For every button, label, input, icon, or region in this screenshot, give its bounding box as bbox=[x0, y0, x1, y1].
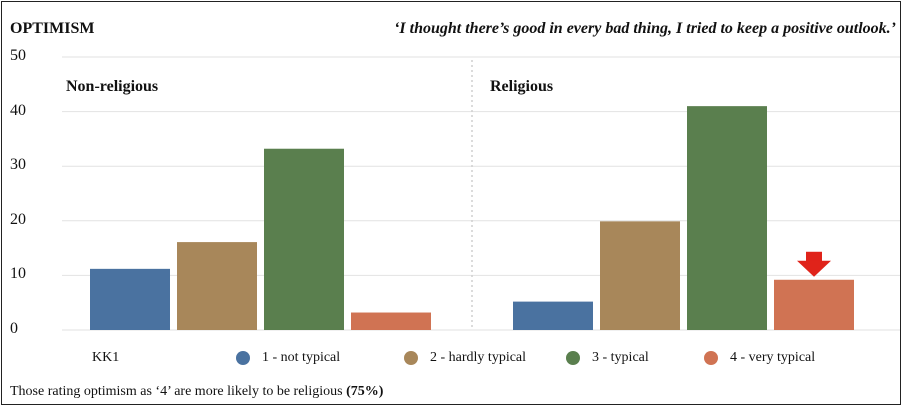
y-tick-label-40: 40 bbox=[10, 101, 26, 119]
footer-text: Those rating optimism as ‘4’ are more li… bbox=[10, 384, 347, 399]
y-tick-label-0: 0 bbox=[10, 320, 18, 337]
footer-note: Those rating optimism as ‘4’ are more li… bbox=[10, 384, 383, 400]
bar-religious-2 bbox=[600, 221, 680, 330]
bar-religious-1 bbox=[513, 301, 593, 330]
panel-label-non-religious: Non-religious bbox=[66, 78, 159, 95]
legend-item-1: 1 - not typical bbox=[236, 350, 340, 366]
bar-religious-3 bbox=[687, 106, 767, 330]
legend-text-3: 3 - typical bbox=[592, 350, 649, 365]
legend-dot-2 bbox=[404, 351, 418, 365]
panel-label-religious: Religious bbox=[490, 78, 554, 95]
legend-item-2: 2 - hardly typical bbox=[404, 350, 526, 366]
y-tick-label-20: 20 bbox=[10, 210, 26, 228]
bar-non-religious-1 bbox=[90, 268, 170, 330]
footer-emphasis: (75%) bbox=[346, 384, 384, 399]
legend-dot-3 bbox=[566, 351, 580, 365]
legend-text-2: 2 - hardly typical bbox=[430, 350, 527, 365]
legend-dot-4 bbox=[704, 351, 718, 365]
legend-dot-1 bbox=[236, 351, 250, 365]
bar-non-religious-3 bbox=[264, 148, 344, 330]
bar-religious-4 bbox=[774, 279, 854, 330]
chart-title: OPTIMISM bbox=[10, 20, 95, 37]
y-tick-label-30: 30 bbox=[10, 156, 26, 174]
legend-text-4: 4 - very typical bbox=[730, 350, 816, 365]
chart-quote: ‘I thought there’s good in every bad thi… bbox=[394, 20, 896, 37]
legend-item-4: 4 - very typical bbox=[704, 350, 815, 366]
red-down-arrow-icon bbox=[797, 251, 831, 277]
legend-text-1: 1 - not typical bbox=[262, 350, 341, 365]
legend-item-3: 3 - typical bbox=[566, 350, 649, 366]
y-tick-label-10: 10 bbox=[10, 265, 26, 283]
y-tick-label-50: 50 bbox=[10, 47, 26, 64]
legend-label: KK1 bbox=[92, 350, 120, 365]
legend: KK1 1 - not typical 2 - hardly typical 3… bbox=[0, 350, 904, 372]
bar-non-religious-2 bbox=[177, 242, 257, 330]
bar-non-religious-4 bbox=[351, 312, 431, 330]
